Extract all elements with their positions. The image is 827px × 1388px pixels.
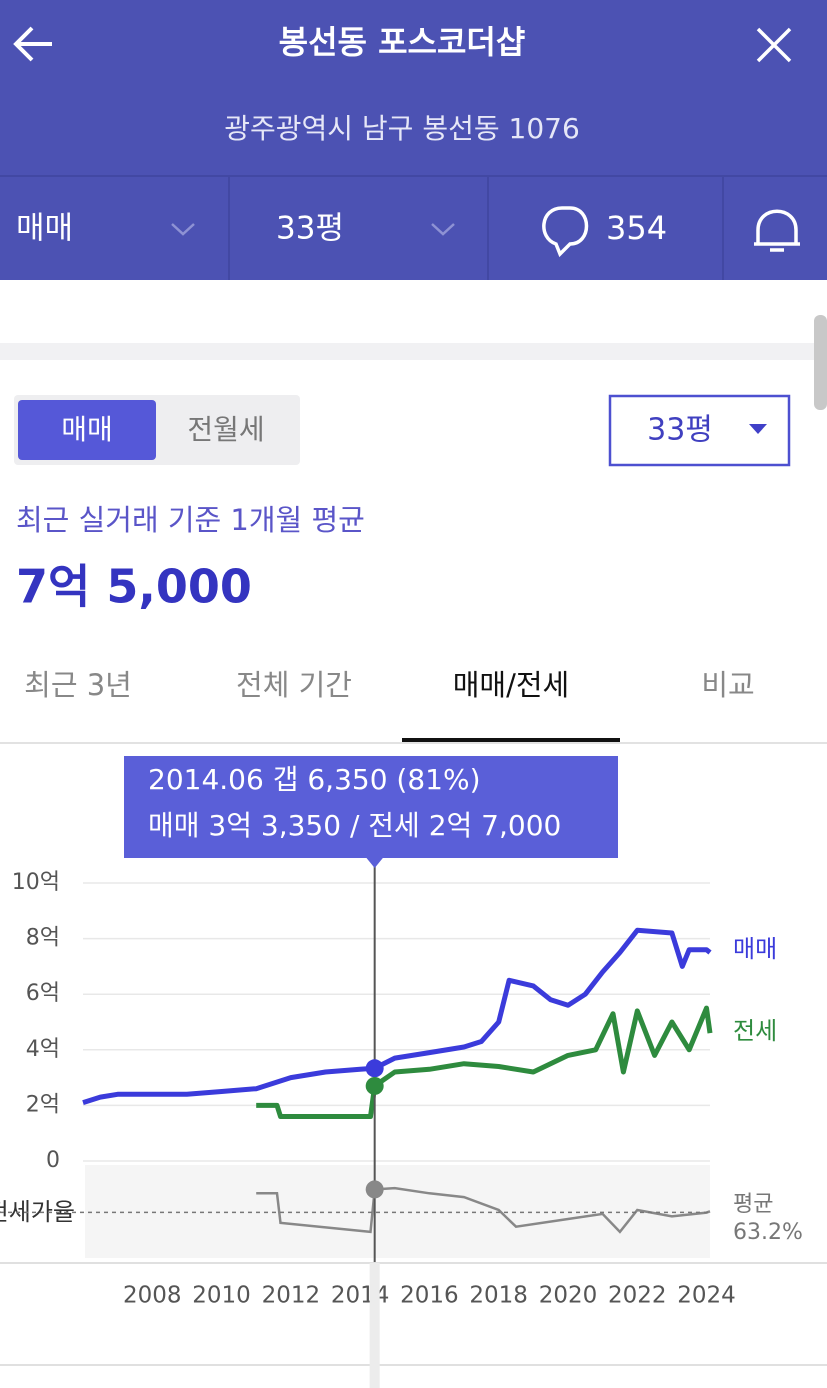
series-line <box>82 927 712 1105</box>
comment-icon[interactable] <box>542 206 589 258</box>
tooltip-pointer <box>365 857 384 868</box>
tab[interactable]: 전체 기간 <box>236 668 352 702</box>
comment-count[interactable]: 354 <box>606 209 667 247</box>
ratio-label: 전세가율 <box>0 1198 75 1226</box>
toggle-option[interactable]: 매매 <box>61 413 113 446</box>
close-button[interactable] <box>756 27 792 63</box>
address: 광주광역시 남구 봉선동 1076 <box>224 112 580 145</box>
toggle-option[interactable]: 전월세 <box>187 413 264 446</box>
tooltip-line: 2014.06 갭 6,350 (81%) <box>148 763 481 796</box>
x-tick-label: 2008 <box>123 1283 182 1309</box>
tooltip-bg <box>124 756 618 858</box>
cursor-marker <box>365 1180 384 1199</box>
tooltip: 2014.06 갭 6,350 (81%) 매매 3억 3,350 / 전세 2… <box>124 756 618 868</box>
tab-active[interactable]: 매매/전세 <box>453 668 570 702</box>
tab[interactable]: 최근 3년 <box>24 668 132 702</box>
dropdown-arrow <box>749 424 767 434</box>
y-tick-label: 10억 <box>12 870 60 895</box>
size-dropdown-label[interactable]: 33평 <box>647 413 713 448</box>
ratio-panel <box>85 1165 710 1258</box>
back-button[interactable] <box>13 26 52 62</box>
header-bg <box>0 0 827 280</box>
x-tick-label: 2018 <box>469 1283 528 1309</box>
legend-label: 매매 <box>733 935 777 963</box>
cursor-marker <box>365 1059 384 1078</box>
x-tick-label: 2022 <box>608 1283 667 1309</box>
tooltip-line: 매매 3억 3,350 / 전세 2억 7,000 <box>148 809 561 842</box>
x-tick-label: 2024 <box>677 1283 736 1309</box>
bell-icon[interactable] <box>754 209 800 252</box>
y-tick-label: 4억 <box>26 1037 60 1062</box>
x-tick-label: 2014 <box>331 1283 390 1309</box>
y-tick-label: 0 <box>46 1148 60 1173</box>
legend-label: 전세 <box>733 1017 777 1045</box>
section-gap <box>0 343 827 360</box>
y-tick-label: 6억 <box>26 981 60 1006</box>
chevron <box>431 223 455 236</box>
size-select[interactable]: 33평 <box>276 211 344 247</box>
x-tick-label: 2010 <box>192 1283 251 1309</box>
x-tick-label: 2016 <box>400 1283 459 1309</box>
x-tick-label: 2012 <box>262 1283 321 1309</box>
chevron <box>171 223 195 236</box>
cursor-marker <box>365 1076 384 1095</box>
deal-select[interactable]: 매매 <box>16 211 73 247</box>
scrollbar[interactable] <box>814 315 827 410</box>
summary-caption: 최근 실거래 기준 1개월 평균 <box>16 503 365 537</box>
chart: 0 2억 4억 6억 8억 10억 2008 2010 2012 2014 2016 2018 2020… <box>0 860 803 1388</box>
toggle-active[interactable] <box>18 400 156 460</box>
ratio-mean-value: 63.2% <box>733 1220 803 1245</box>
series-line <box>256 1005 713 1119</box>
tab[interactable]: 비교 <box>701 668 754 702</box>
x-tick-label: 2020 <box>539 1283 598 1309</box>
page-title: 봉선동 포스코더샵 <box>279 23 526 61</box>
cursor-band <box>369 1263 380 1388</box>
y-tick-label: 8억 <box>26 926 60 951</box>
ratio-mean-name: 평균 <box>733 1192 773 1217</box>
summary-price: 7억 5,000 <box>16 560 252 614</box>
y-tick-label: 2억 <box>26 1092 60 1117</box>
